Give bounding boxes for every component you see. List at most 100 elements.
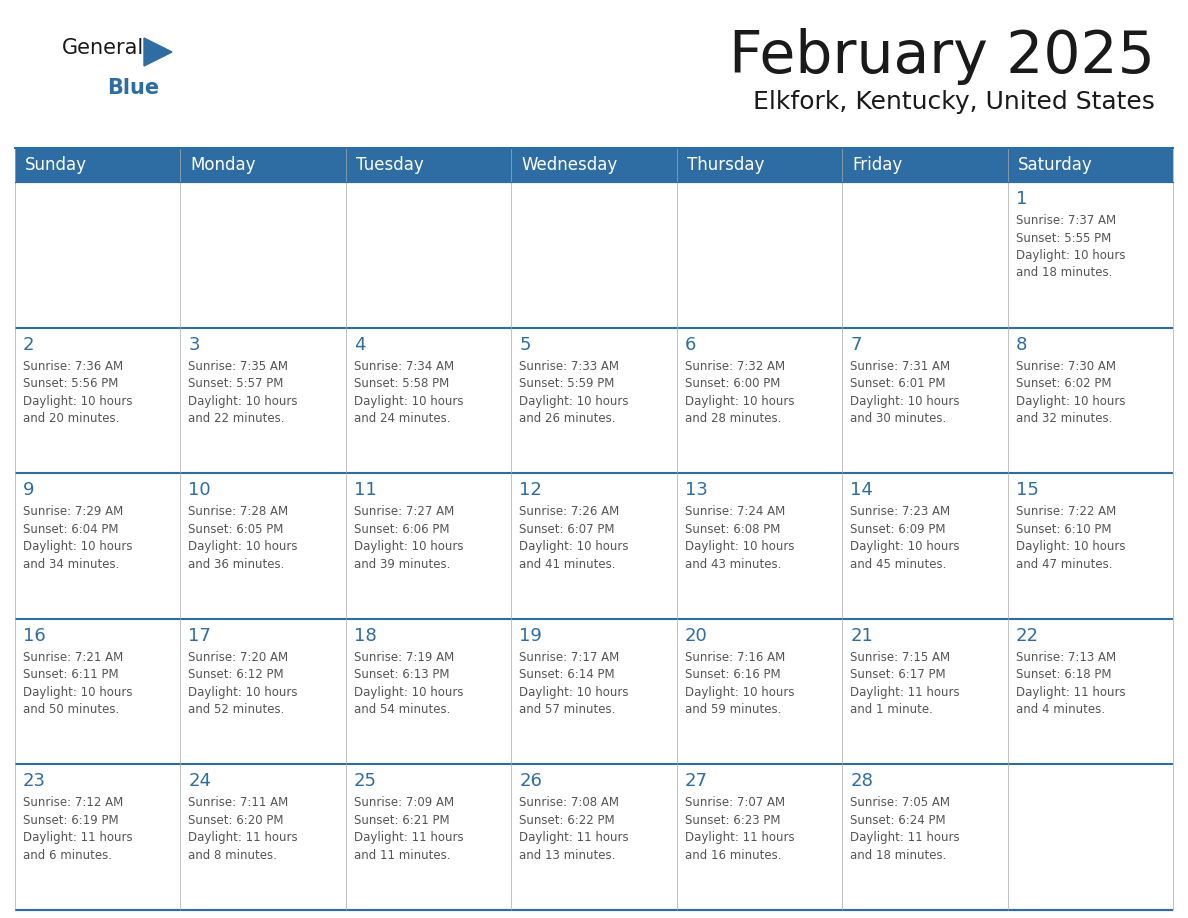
- Text: Sunrise: 7:13 AM
Sunset: 6:18 PM
Daylight: 11 hours
and 4 minutes.: Sunrise: 7:13 AM Sunset: 6:18 PM Dayligh…: [1016, 651, 1125, 716]
- Text: Sunrise: 7:05 AM
Sunset: 6:24 PM
Daylight: 11 hours
and 18 minutes.: Sunrise: 7:05 AM Sunset: 6:24 PM Dayligh…: [851, 797, 960, 862]
- Bar: [511, 473, 677, 619]
- Bar: [842, 473, 1007, 619]
- Bar: [15, 765, 181, 910]
- Text: Sunrise: 7:19 AM
Sunset: 6:13 PM
Daylight: 10 hours
and 54 minutes.: Sunrise: 7:19 AM Sunset: 6:13 PM Dayligh…: [354, 651, 463, 716]
- Text: 1: 1: [1016, 190, 1026, 208]
- Text: Sunrise: 7:35 AM
Sunset: 5:57 PM
Daylight: 10 hours
and 22 minutes.: Sunrise: 7:35 AM Sunset: 5:57 PM Dayligh…: [189, 360, 298, 425]
- Text: 4: 4: [354, 336, 366, 353]
- Bar: [842, 765, 1007, 910]
- Text: 2: 2: [23, 336, 34, 353]
- Text: 27: 27: [684, 772, 708, 790]
- Text: Sunrise: 7:27 AM
Sunset: 6:06 PM
Daylight: 10 hours
and 39 minutes.: Sunrise: 7:27 AM Sunset: 6:06 PM Dayligh…: [354, 505, 463, 571]
- Text: Sunrise: 7:36 AM
Sunset: 5:56 PM
Daylight: 10 hours
and 20 minutes.: Sunrise: 7:36 AM Sunset: 5:56 PM Dayligh…: [23, 360, 133, 425]
- Bar: [511, 328, 677, 473]
- Text: Wednesday: Wednesday: [522, 156, 618, 174]
- Text: Sunrise: 7:11 AM
Sunset: 6:20 PM
Daylight: 11 hours
and 8 minutes.: Sunrise: 7:11 AM Sunset: 6:20 PM Dayligh…: [189, 797, 298, 862]
- Bar: [842, 328, 1007, 473]
- Text: 10: 10: [189, 481, 211, 499]
- Bar: [677, 765, 842, 910]
- Bar: [15, 619, 181, 765]
- Bar: [15, 473, 181, 619]
- Bar: [346, 619, 511, 765]
- Bar: [346, 328, 511, 473]
- Text: Saturday: Saturday: [1018, 156, 1092, 174]
- Bar: [346, 765, 511, 910]
- Text: Sunrise: 7:33 AM
Sunset: 5:59 PM
Daylight: 10 hours
and 26 minutes.: Sunrise: 7:33 AM Sunset: 5:59 PM Dayligh…: [519, 360, 628, 425]
- Text: 12: 12: [519, 481, 542, 499]
- Text: Sunrise: 7:26 AM
Sunset: 6:07 PM
Daylight: 10 hours
and 41 minutes.: Sunrise: 7:26 AM Sunset: 6:07 PM Dayligh…: [519, 505, 628, 571]
- Text: Sunrise: 7:29 AM
Sunset: 6:04 PM
Daylight: 10 hours
and 34 minutes.: Sunrise: 7:29 AM Sunset: 6:04 PM Dayligh…: [23, 505, 133, 571]
- Text: 6: 6: [684, 336, 696, 353]
- Text: Sunrise: 7:32 AM
Sunset: 6:00 PM
Daylight: 10 hours
and 28 minutes.: Sunrise: 7:32 AM Sunset: 6:00 PM Dayligh…: [684, 360, 795, 425]
- Text: Sunrise: 7:17 AM
Sunset: 6:14 PM
Daylight: 10 hours
and 57 minutes.: Sunrise: 7:17 AM Sunset: 6:14 PM Dayligh…: [519, 651, 628, 716]
- Text: 19: 19: [519, 627, 542, 644]
- Text: Sunrise: 7:16 AM
Sunset: 6:16 PM
Daylight: 10 hours
and 59 minutes.: Sunrise: 7:16 AM Sunset: 6:16 PM Dayligh…: [684, 651, 795, 716]
- Bar: [1007, 619, 1173, 765]
- Text: 16: 16: [23, 627, 46, 644]
- Bar: [511, 765, 677, 910]
- Bar: [181, 182, 346, 328]
- Text: Sunrise: 7:23 AM
Sunset: 6:09 PM
Daylight: 10 hours
and 45 minutes.: Sunrise: 7:23 AM Sunset: 6:09 PM Dayligh…: [851, 505, 960, 571]
- Text: 13: 13: [684, 481, 708, 499]
- Text: Sunrise: 7:20 AM
Sunset: 6:12 PM
Daylight: 10 hours
and 52 minutes.: Sunrise: 7:20 AM Sunset: 6:12 PM Dayligh…: [189, 651, 298, 716]
- Text: Sunrise: 7:07 AM
Sunset: 6:23 PM
Daylight: 11 hours
and 16 minutes.: Sunrise: 7:07 AM Sunset: 6:23 PM Dayligh…: [684, 797, 795, 862]
- Bar: [677, 619, 842, 765]
- Bar: [842, 182, 1007, 328]
- Text: Sunrise: 7:37 AM
Sunset: 5:55 PM
Daylight: 10 hours
and 18 minutes.: Sunrise: 7:37 AM Sunset: 5:55 PM Dayligh…: [1016, 214, 1125, 279]
- Text: 20: 20: [684, 627, 708, 644]
- Bar: [1007, 328, 1173, 473]
- Text: Thursday: Thursday: [687, 156, 764, 174]
- Text: Sunrise: 7:22 AM
Sunset: 6:10 PM
Daylight: 10 hours
and 47 minutes.: Sunrise: 7:22 AM Sunset: 6:10 PM Dayligh…: [1016, 505, 1125, 571]
- Text: Sunrise: 7:15 AM
Sunset: 6:17 PM
Daylight: 11 hours
and 1 minute.: Sunrise: 7:15 AM Sunset: 6:17 PM Dayligh…: [851, 651, 960, 716]
- Text: Sunrise: 7:28 AM
Sunset: 6:05 PM
Daylight: 10 hours
and 36 minutes.: Sunrise: 7:28 AM Sunset: 6:05 PM Dayligh…: [189, 505, 298, 571]
- Bar: [1007, 182, 1173, 328]
- Bar: [15, 328, 181, 473]
- Text: Sunrise: 7:08 AM
Sunset: 6:22 PM
Daylight: 11 hours
and 13 minutes.: Sunrise: 7:08 AM Sunset: 6:22 PM Dayligh…: [519, 797, 628, 862]
- Bar: [181, 473, 346, 619]
- Bar: [511, 619, 677, 765]
- Text: 15: 15: [1016, 481, 1038, 499]
- Bar: [1007, 473, 1173, 619]
- Bar: [677, 182, 842, 328]
- Text: Friday: Friday: [852, 156, 903, 174]
- Text: 11: 11: [354, 481, 377, 499]
- Text: 23: 23: [23, 772, 46, 790]
- Text: February 2025: February 2025: [729, 28, 1155, 85]
- Bar: [15, 148, 1173, 182]
- Text: Sunrise: 7:21 AM
Sunset: 6:11 PM
Daylight: 10 hours
and 50 minutes.: Sunrise: 7:21 AM Sunset: 6:11 PM Dayligh…: [23, 651, 133, 716]
- Text: Sunrise: 7:34 AM
Sunset: 5:58 PM
Daylight: 10 hours
and 24 minutes.: Sunrise: 7:34 AM Sunset: 5:58 PM Dayligh…: [354, 360, 463, 425]
- Text: 17: 17: [189, 627, 211, 644]
- Text: 8: 8: [1016, 336, 1026, 353]
- Bar: [677, 473, 842, 619]
- Text: 18: 18: [354, 627, 377, 644]
- Text: Elkfork, Kentucky, United States: Elkfork, Kentucky, United States: [753, 90, 1155, 114]
- Text: 25: 25: [354, 772, 377, 790]
- Bar: [677, 328, 842, 473]
- Text: Sunrise: 7:30 AM
Sunset: 6:02 PM
Daylight: 10 hours
and 32 minutes.: Sunrise: 7:30 AM Sunset: 6:02 PM Dayligh…: [1016, 360, 1125, 425]
- Bar: [511, 182, 677, 328]
- Bar: [346, 182, 511, 328]
- Text: 3: 3: [189, 336, 200, 353]
- Text: Monday: Monday: [190, 156, 255, 174]
- Bar: [842, 619, 1007, 765]
- Bar: [181, 619, 346, 765]
- Text: 14: 14: [851, 481, 873, 499]
- Text: Tuesday: Tuesday: [356, 156, 424, 174]
- Text: General: General: [62, 38, 144, 58]
- Text: 9: 9: [23, 481, 34, 499]
- Text: Blue: Blue: [107, 78, 159, 98]
- Bar: [15, 182, 181, 328]
- Bar: [1007, 765, 1173, 910]
- Text: 28: 28: [851, 772, 873, 790]
- Text: Sunrise: 7:09 AM
Sunset: 6:21 PM
Daylight: 11 hours
and 11 minutes.: Sunrise: 7:09 AM Sunset: 6:21 PM Dayligh…: [354, 797, 463, 862]
- Text: 7: 7: [851, 336, 861, 353]
- Text: 5: 5: [519, 336, 531, 353]
- Text: 26: 26: [519, 772, 542, 790]
- Text: 21: 21: [851, 627, 873, 644]
- Bar: [181, 328, 346, 473]
- Text: Sunrise: 7:12 AM
Sunset: 6:19 PM
Daylight: 11 hours
and 6 minutes.: Sunrise: 7:12 AM Sunset: 6:19 PM Dayligh…: [23, 797, 133, 862]
- Text: 24: 24: [189, 772, 211, 790]
- Text: Sunrise: 7:31 AM
Sunset: 6:01 PM
Daylight: 10 hours
and 30 minutes.: Sunrise: 7:31 AM Sunset: 6:01 PM Dayligh…: [851, 360, 960, 425]
- Polygon shape: [144, 38, 172, 66]
- Bar: [181, 765, 346, 910]
